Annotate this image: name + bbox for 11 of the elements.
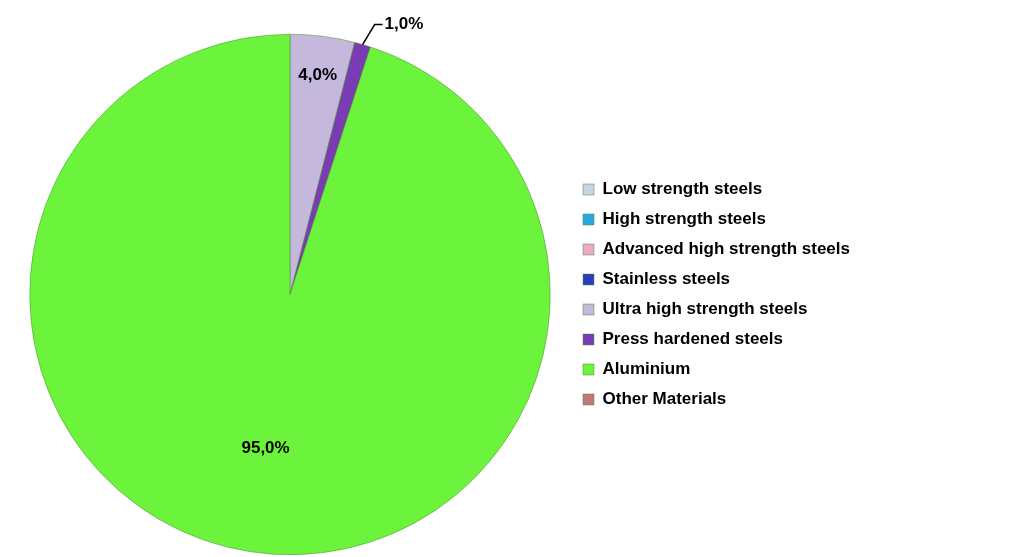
legend-label: Low strength steels bbox=[602, 179, 763, 199]
legend-label: High strength steels bbox=[602, 209, 766, 229]
legend-label: Ultra high strength steels bbox=[602, 299, 808, 319]
legend-label: Press hardened steels bbox=[602, 329, 783, 349]
data-label: 1,0% bbox=[384, 14, 424, 34]
data-label: 95,0% bbox=[241, 438, 290, 458]
legend-label: Aluminium bbox=[602, 359, 691, 379]
legend-label: Stainless steels bbox=[602, 269, 731, 289]
legend-label: Advanced high strength steels bbox=[602, 239, 850, 259]
data-label: 4,0% bbox=[298, 64, 338, 84]
legend-label: Other Materials bbox=[602, 389, 727, 409]
